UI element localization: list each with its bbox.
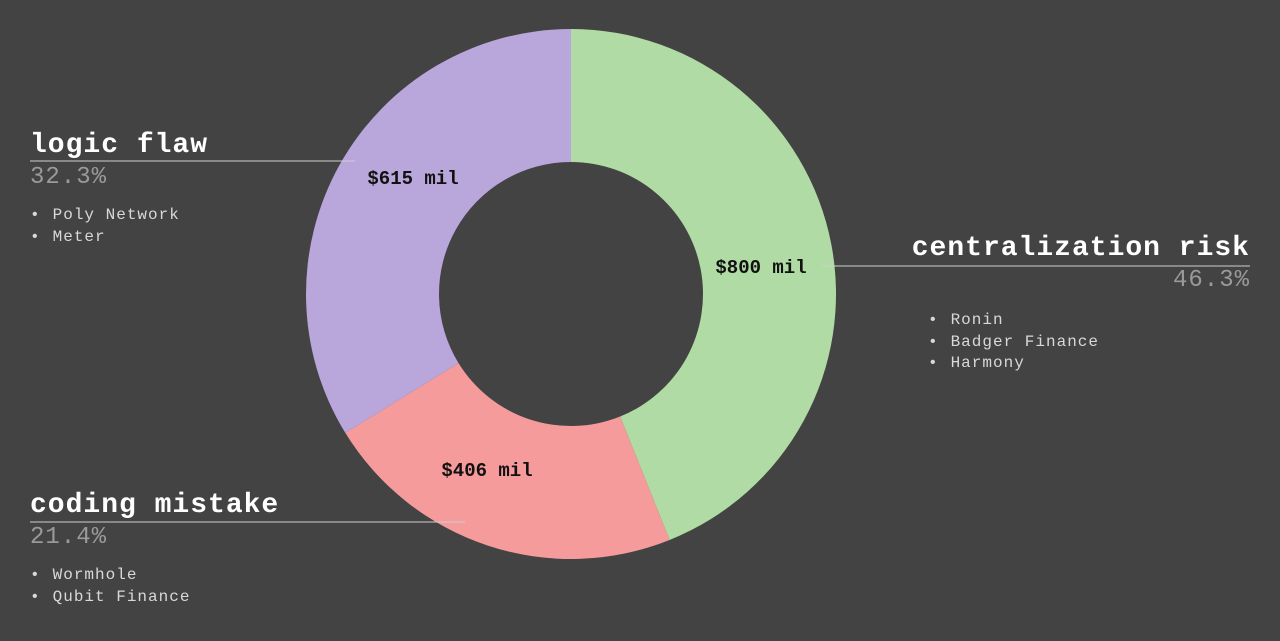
list-item: Badger Finance (928, 332, 1099, 354)
slice-value-labels: $615 mil $406 mil $800 mil (367, 168, 806, 482)
slice-value-label-coding: $406 mil (441, 460, 532, 482)
donut-slice-coding (345, 363, 670, 559)
donut-slice-logic (305, 29, 571, 433)
donut-slices (305, 29, 837, 559)
category-name: logic flaw (30, 130, 209, 161)
list-item: Qubit Finance (30, 587, 279, 609)
category-coding-mistake: coding mistake 21.4% Wormhole Qubit Fina… (30, 491, 279, 608)
incident-list: Wormhole Qubit Finance (30, 565, 279, 608)
list-item: Ronin (928, 310, 1099, 332)
category-percent: 21.4% (30, 524, 108, 551)
category-logic-flaw: logic flaw 32.3% Poly Network Meter (30, 131, 208, 248)
list-item: Wormhole (30, 565, 279, 587)
category-centralization-risk: centralization risk 46.3% Ronin Badger F… (912, 234, 1250, 375)
list-item: Meter (30, 227, 208, 249)
incident-list: Poly Network Meter (30, 205, 208, 248)
category-name: coding mistake (30, 490, 280, 521)
donut-slice-central (571, 29, 837, 540)
list-item: Harmony (928, 353, 1099, 375)
category-name: centralization risk (911, 233, 1250, 264)
list-item: Poly Network (30, 205, 208, 227)
slice-value-label-central: $800 mil (715, 257, 806, 279)
slice-value-label-logic: $615 mil (367, 168, 458, 190)
category-percent: 32.3% (30, 164, 108, 191)
incident-list: Ronin Badger Finance Harmony (928, 310, 1099, 375)
leader-lines (30, 160, 1250, 523)
category-percent: 46.3% (1172, 267, 1250, 294)
